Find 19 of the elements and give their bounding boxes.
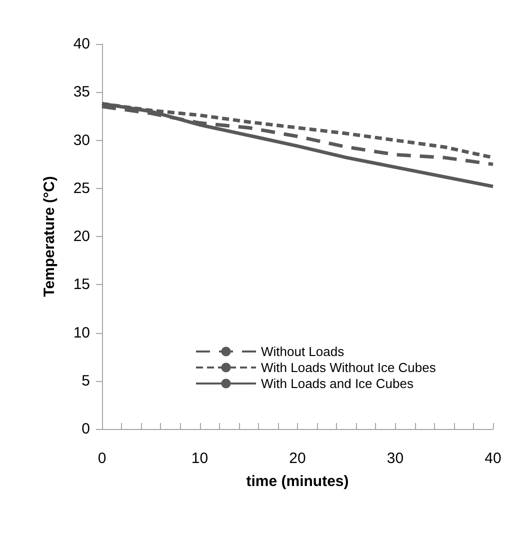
y-tick-label: 5 [82,372,90,390]
y-tick-label: 35 [73,84,90,101]
x-tick-label: 30 [386,450,404,467]
x-tick-label: 10 [191,450,208,467]
y-tick-label: 15 [73,276,90,294]
legend-label: Without Loads [261,344,345,359]
y-axis-title: Temperature (°C) [41,176,58,297]
x-tick-label: 20 [289,450,306,467]
x-tick-label: 40 [484,450,502,467]
y-tick-label: 25 [73,180,90,197]
x-axis-title: time (minutes) [246,473,349,490]
legend-label: With Loads Without Ice Cubes [261,360,436,375]
x-tick-label: 0 [98,450,106,467]
legend-label: With Loads and Ice Cubes [261,376,414,391]
y-tick-label: 20 [73,228,90,245]
y-tick-label: 0 [82,420,90,438]
y-tick-label: 30 [73,132,90,149]
y-tick-label: 40 [73,36,90,52]
y-tick-label: 10 [73,324,90,342]
